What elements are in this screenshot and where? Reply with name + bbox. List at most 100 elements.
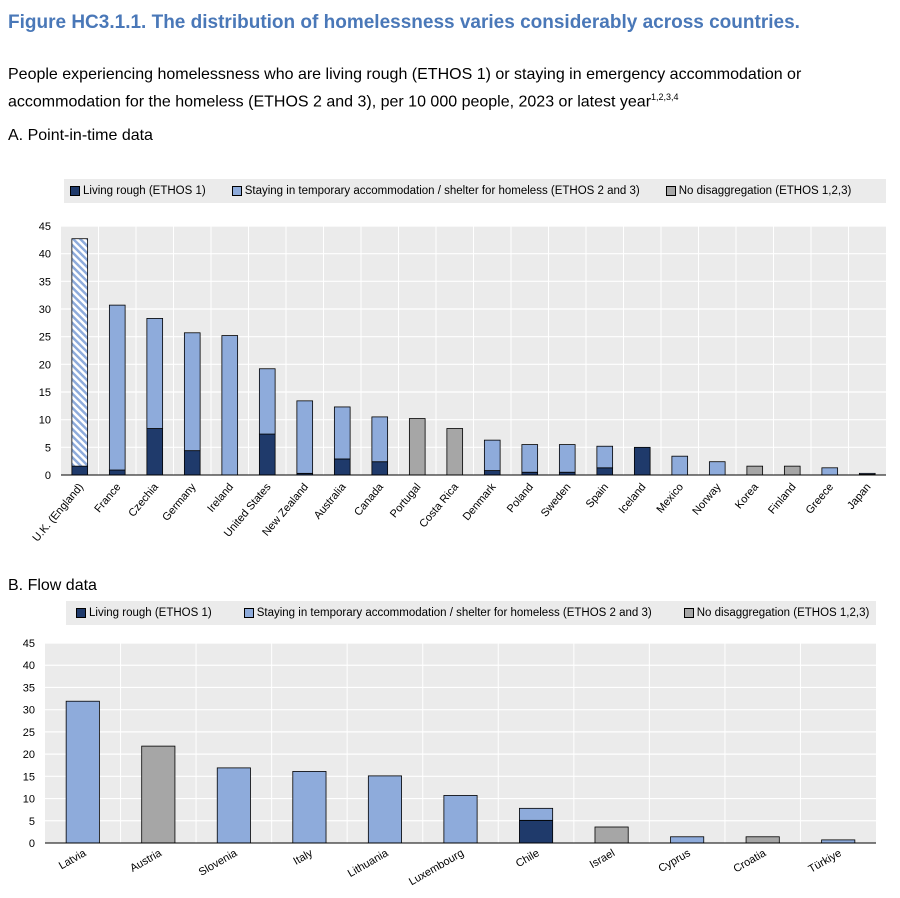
x-tick-label-poland: Poland: [505, 481, 536, 515]
bar-croatia-no-disaggregation: [745, 836, 780, 844]
bar-united-states-temporary: [258, 368, 276, 435]
legend-swatch-living-rough: [76, 608, 86, 618]
bar-united-states-living-rough: [258, 433, 276, 476]
y-tick-label: 20: [39, 359, 51, 371]
bar-denmark-living-rough: [483, 470, 501, 476]
bar-australia-living-rough: [333, 458, 351, 476]
y-tick-label: 45: [23, 638, 35, 650]
y-tick-label: 10: [23, 794, 35, 806]
subtitle-footnote-refs: 1,2,3,4: [651, 92, 679, 102]
y-tick-label: 35: [39, 276, 51, 288]
bar-costa-rica-no-disaggregation: [446, 428, 464, 476]
panel-a-chart: 0 5 10 15 20 25 30 35 40 45 U.K. (England) France Cz…: [30, 221, 886, 544]
panel-a-label: A. Point-in-time data: [8, 127, 153, 144]
bar-australia-temporary: [333, 406, 351, 460]
x-tick-label-france: France: [92, 481, 123, 515]
legend-label-no-disaggregation: No disaggregation (ETHOS 1,2,3): [696, 607, 870, 619]
bar-italy-temporary: [292, 771, 327, 844]
legend-item-no-disaggregation: No disaggregation (ETHOS 1,2,3): [683, 607, 870, 619]
bar-japan-temporary: [858, 472, 876, 475]
y-tick-label: 30: [39, 304, 51, 316]
y-tick-label: 45: [39, 221, 51, 233]
y-tick-label: 10: [39, 415, 51, 427]
bar-latvia-temporary: [65, 700, 100, 844]
bar-spain-living-rough: [596, 467, 614, 476]
x-tick-label-slovenia: Slovenia: [197, 847, 240, 879]
bar-new-zealand-temporary: [296, 400, 314, 474]
x-tick-label-mexico: Mexico: [654, 481, 686, 515]
x-tick-label-costa-rica: Costa Rica: [417, 481, 461, 531]
legend-swatch-living-rough: [70, 186, 80, 196]
x-tick-label-iceland: Iceland: [617, 481, 649, 516]
y-tick-label: 15: [23, 771, 35, 783]
y-tick-label: 5: [45, 442, 51, 454]
bar-germany-living-rough: [183, 450, 201, 476]
legend-item-no-disaggregation: No disaggregation (ETHOS 1,2,3): [665, 185, 852, 197]
bar-korea-no-disaggregation: [746, 465, 764, 476]
bar-france-temporary: [108, 304, 126, 471]
y-tick-label: 0: [29, 838, 35, 850]
legend-swatch-no-disaggregation: [665, 186, 676, 196]
y-tick-label: 40: [23, 660, 35, 672]
figure-title: Figure HC3.1.1. The distribution of home…: [8, 12, 800, 33]
bar-chile-living-rough: [519, 819, 554, 844]
x-tick-label-korea: Korea: [733, 481, 762, 512]
y-tick-label: 30: [23, 705, 35, 717]
bar-iceland-living-rough: [633, 446, 651, 476]
x-tick-label-cyprus: Cyprus: [656, 847, 693, 875]
panel-b-chart: 0 5 10 15 20 25 30 35 40 45 Latvia Austria Slovenia I…: [23, 638, 876, 888]
bar-norway-temporary: [708, 461, 726, 476]
bar-chile-temporary: [519, 807, 554, 821]
x-tick-label-turkiye: Türkiye: [806, 847, 843, 875]
x-tick-label-austria: Austria: [128, 847, 164, 875]
y-tick-label: 0: [45, 470, 51, 482]
bar-ireland-temporary: [221, 335, 239, 476]
legend-item-living-rough: Living rough (ETHOS 1): [76, 607, 212, 619]
legend-label-no-disaggregation: No disaggregation (ETHOS 1,2,3): [678, 185, 852, 197]
legend-item-temporary: Staying in temporary accommodation / she…: [243, 607, 652, 619]
bar-austria-no-disaggregation: [141, 745, 176, 844]
bar-u-k-england-living-rough: [71, 465, 89, 476]
x-tick-label-australia: Australia: [312, 481, 349, 522]
subtitle-text: People experiencing homelessness who are…: [8, 66, 802, 111]
y-tick-label: 20: [23, 749, 35, 761]
bar-spain-temporary: [596, 445, 614, 469]
x-tick-label-portugal: Portugal: [388, 481, 424, 520]
panel-b-label: B. Flow data: [8, 577, 97, 594]
bar-canada-living-rough: [371, 461, 389, 476]
bar-czechia-living-rough: [146, 428, 164, 476]
x-tick-label-sweden: Sweden: [539, 481, 574, 519]
bar-slovenia-temporary: [216, 767, 251, 844]
x-tick-label-norway: Norway: [690, 481, 723, 518]
x-tick-label-israel: Israel: [588, 847, 617, 871]
bar-czechia-temporary: [146, 318, 164, 429]
legend-swatch-no-disaggregation: [683, 608, 694, 618]
bar-france-living-rough: [108, 469, 126, 476]
legend-label-temporary: Staying in temporary accommodation / she…: [256, 607, 652, 619]
x-tick-label-czechia: Czechia: [126, 481, 161, 520]
x-tick-label-ireland: Ireland: [205, 481, 236, 514]
x-tick-label-chile: Chile: [514, 847, 542, 870]
x-tick-label-latvia: Latvia: [57, 847, 89, 873]
bar-sweden-temporary: [558, 444, 576, 473]
y-tick-label: 40: [39, 249, 51, 261]
bar-poland-temporary: [521, 444, 539, 473]
panel-b-legend: Living rough (ETHOS 1) Staying in tempor…: [66, 601, 876, 625]
x-tick-label-germany: Germany: [160, 481, 199, 524]
y-tick-label: 15: [39, 387, 51, 399]
bar-luxembourg-temporary: [443, 795, 478, 844]
y-tick-label: 25: [39, 332, 51, 344]
bar-canada-temporary: [371, 416, 389, 463]
x-tick-label-japan: Japan: [845, 481, 873, 512]
legend-label-temporary: Staying in temporary accommodation / she…: [244, 185, 640, 197]
figure-subtitle: People experiencing homelessness who are…: [8, 64, 888, 113]
y-tick-label: 5: [29, 816, 35, 828]
legend-swatch-temporary: [231, 186, 242, 196]
bar-portugal-no-disaggregation: [408, 418, 426, 476]
legend-item-living-rough: Living rough (ETHOS 1): [70, 185, 206, 197]
x-tick-label-denmark: Denmark: [461, 481, 499, 523]
bar-mexico-temporary: [671, 455, 689, 476]
bar-lithuania-temporary: [367, 775, 402, 844]
x-tick-label-lithuania: Lithuania: [346, 847, 391, 880]
x-tick-label-spain: Spain: [584, 481, 611, 510]
